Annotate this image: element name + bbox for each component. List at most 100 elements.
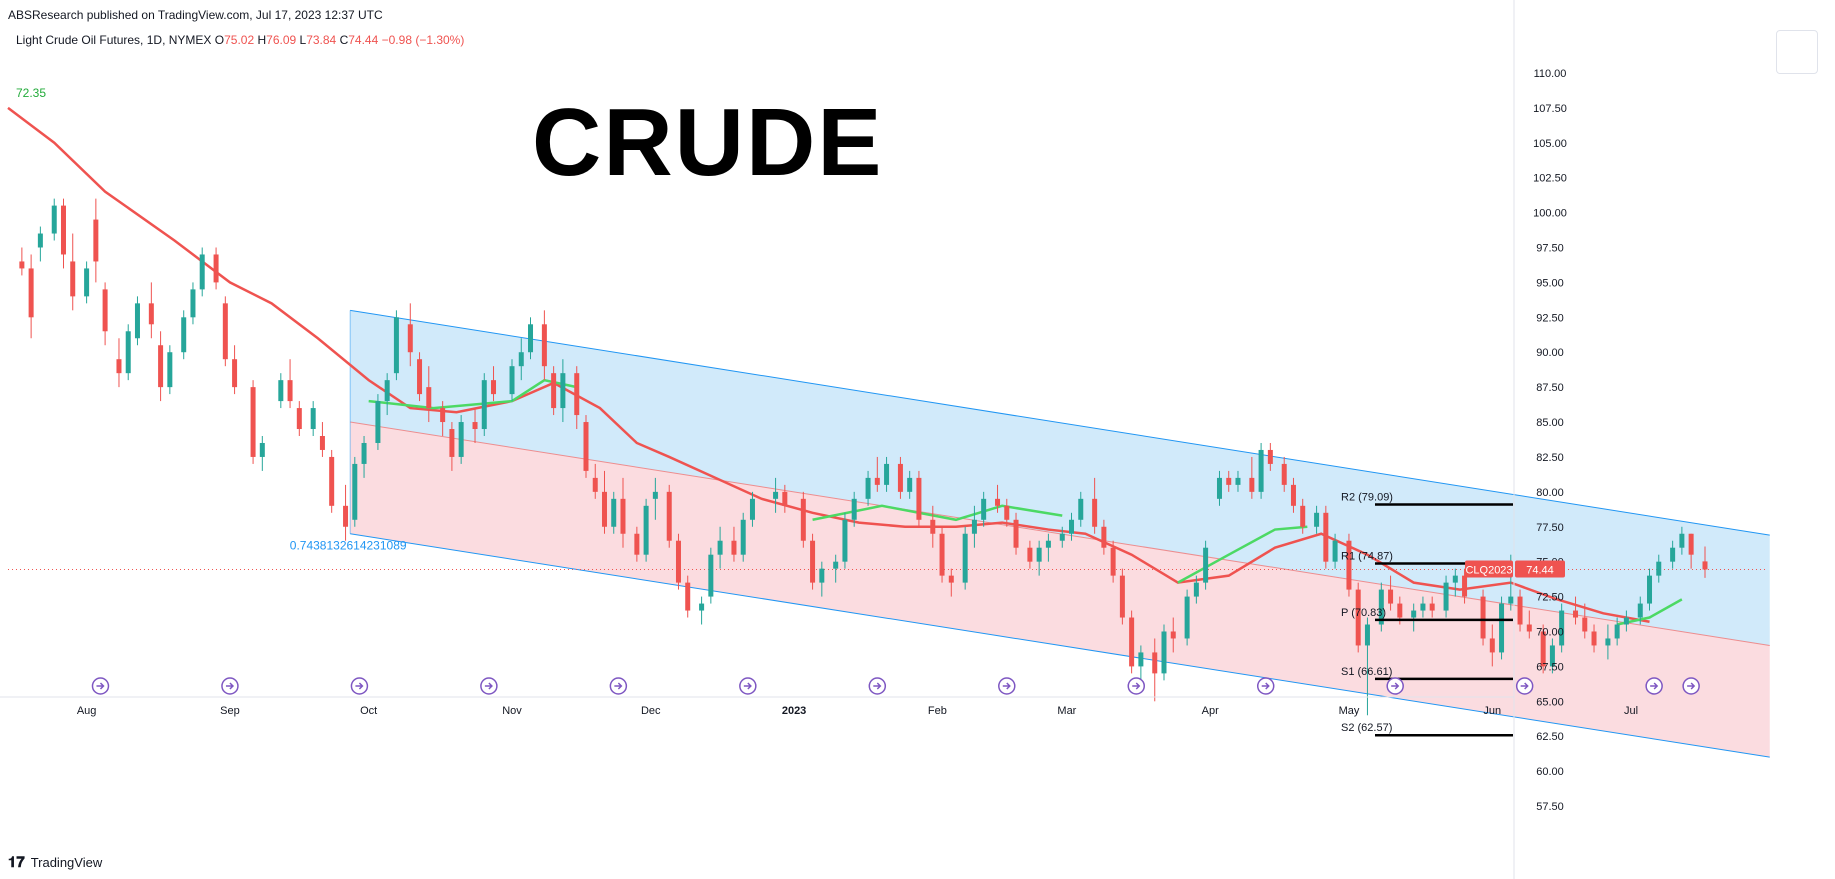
candle-body (278, 380, 284, 402)
candle-body (782, 491, 788, 506)
candle-body (509, 366, 515, 395)
candle-body (148, 303, 154, 325)
candle-body (1314, 512, 1320, 527)
x-tick-label: Feb (928, 705, 947, 717)
candle-body (222, 303, 228, 360)
candle-body (1462, 575, 1468, 597)
candle (1193, 575, 1199, 604)
candle-body (1429, 603, 1435, 611)
candle-body (134, 303, 140, 339)
candle (1559, 603, 1565, 653)
candle-body (232, 359, 238, 388)
candle-body (962, 533, 968, 583)
candle (1069, 512, 1075, 541)
candle (287, 359, 293, 409)
x-tick-label: Sep (220, 705, 240, 717)
candle (1152, 638, 1158, 702)
candle (167, 345, 173, 395)
candle-body (1397, 603, 1403, 618)
candle (102, 282, 108, 346)
event-marker-arrow (96, 682, 105, 690)
candle (1591, 624, 1597, 653)
candle-body (417, 359, 423, 395)
chart-corner-box[interactable] (1776, 30, 1818, 74)
candle (981, 491, 987, 527)
candle (1411, 603, 1417, 632)
candle (1688, 533, 1694, 569)
candle (666, 484, 672, 548)
channel-upper-line (350, 309, 1770, 536)
ticker-tag-label: CLQ2023 (1465, 564, 1512, 576)
candle (1013, 512, 1019, 555)
channel-lower-line (350, 533, 1770, 758)
candle (1235, 470, 1241, 492)
candle-body (1226, 477, 1232, 485)
candle (319, 422, 325, 457)
candle (361, 436, 367, 478)
candle (1388, 575, 1394, 611)
change-value: −0.98 (−1.30%) (381, 33, 465, 47)
red-moving-average (7, 106, 1650, 623)
candle (1258, 442, 1264, 499)
candle (1517, 589, 1523, 632)
candle-body (250, 387, 256, 457)
y-tick-label: 107.50 (1533, 103, 1567, 115)
candle-body (601, 491, 607, 527)
candle-body (472, 422, 478, 430)
event-marker-icon (91, 677, 110, 695)
x-tick-label: Apr (1202, 705, 1219, 717)
candle-body (1420, 603, 1426, 611)
candle-body (1452, 575, 1458, 583)
y-tick-label: 90.00 (1536, 347, 1564, 359)
candle-body (1702, 561, 1708, 570)
candle (1281, 456, 1287, 492)
candle-body (851, 498, 857, 520)
candle-body (1045, 540, 1051, 548)
close-value: 74.44 (348, 33, 379, 47)
candle-body (158, 345, 164, 388)
annotation-title: CRUDE (532, 89, 884, 196)
candle-body (708, 554, 714, 597)
candle (222, 296, 228, 367)
candle (962, 526, 968, 590)
candle-body (1152, 652, 1158, 674)
candle (393, 310, 399, 381)
time-axis: Aug Sep Oct Nov Dec 2023 Feb Mar Apr May Jun Jul (0, 696, 1638, 717)
candle-body (319, 436, 325, 450)
candle (181, 310, 187, 360)
event-marker-arrow (1132, 682, 1141, 690)
open-value: 75.02 (224, 33, 255, 47)
candle-body (541, 324, 547, 367)
candle (611, 491, 617, 534)
event-marker-icon (1515, 677, 1534, 695)
candle (1101, 519, 1107, 555)
candle-body (361, 442, 367, 464)
candle-body (116, 359, 122, 374)
candle (384, 373, 390, 416)
x-tick-label: Jul (1624, 705, 1638, 717)
pivot-levels: R2 (79.09) R1 (74.87) P (70.83) S1 (66.61) S… (1341, 492, 1513, 737)
candle-body (329, 456, 335, 506)
candle (560, 359, 566, 423)
candle (417, 352, 423, 402)
y-tick-label: 87.50 (1536, 382, 1564, 394)
candle-body (287, 380, 293, 402)
candle (1129, 610, 1135, 674)
candle-body (1323, 512, 1329, 562)
candle (426, 366, 432, 423)
candle (259, 436, 265, 471)
candle (93, 198, 99, 283)
candle (601, 470, 607, 534)
candle-body (1059, 533, 1065, 541)
event-marker-icon (221, 677, 239, 695)
y-tick-label: 82.50 (1536, 452, 1564, 464)
candle-body (1605, 638, 1611, 646)
event-marker-arrow (1520, 682, 1529, 690)
candle (995, 484, 1001, 513)
event-marker-icon (868, 677, 887, 695)
candle (810, 533, 816, 590)
candle-body (1623, 617, 1629, 625)
candle-body (1614, 624, 1620, 639)
high-label: H (257, 33, 267, 47)
